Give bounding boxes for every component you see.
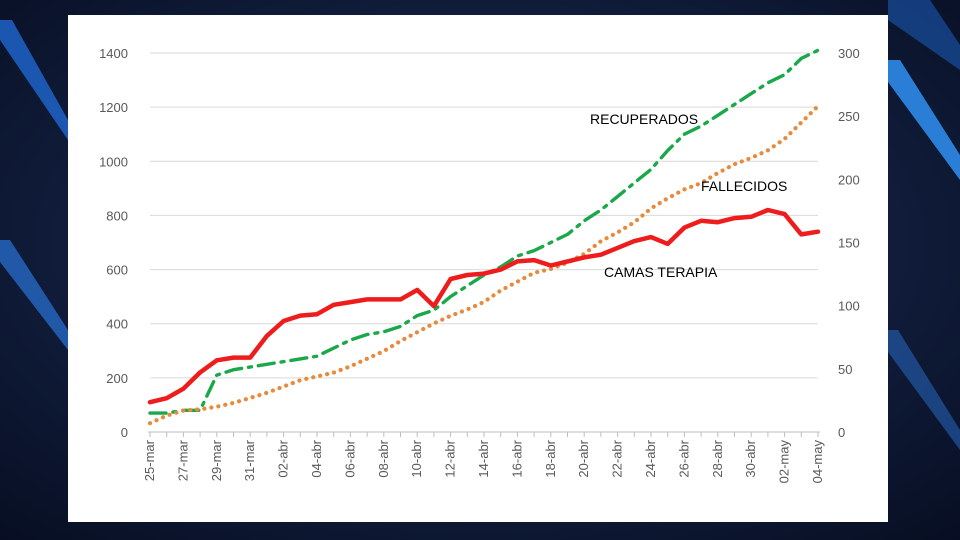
x-tick-label: 30-abr — [743, 439, 758, 477]
x-tick-label: 22-abr — [610, 439, 625, 477]
x-tick-label: 04-abr — [309, 439, 324, 477]
y-left-tick-label: 600 — [106, 263, 128, 278]
series-label-camas-terapia: CAMAS TERAPIA — [604, 264, 718, 280]
x-tick-label: 10-abr — [409, 439, 424, 477]
x-tick-label: 26-abr — [676, 439, 691, 477]
x-axis-ticks: 25-mar 27-mar 29-mar 31-mar 02-abr 04-abr 06-a… — [142, 439, 825, 483]
y-left-tick-label: 800 — [106, 208, 128, 223]
series-labels: RECUPERADOS FALLECIDOS CAMAS TERAPIA — [590, 111, 787, 280]
bg-right-stripe — [888, 60, 960, 180]
bg-left-stripe — [0, 20, 68, 140]
bg-right-stripe-3 — [888, 330, 960, 450]
series-label-fallecidos: FALLECIDOS — [701, 178, 787, 194]
x-tick-label: 08-abr — [376, 439, 391, 477]
bg-right-stripe-2 — [888, 0, 960, 70]
series-label-recuperados: RECUPERADOS — [590, 111, 698, 127]
x-tick-label: 16-abr — [509, 439, 524, 477]
y-left-tick-label: 0 — [121, 425, 128, 440]
x-tick-label: 04-may — [810, 440, 825, 484]
series-lines — [147, 48, 821, 426]
y-right-tick-label: 50 — [838, 362, 852, 377]
y-right-tick-label: 200 — [838, 172, 860, 187]
x-tick-label: 02-abr — [276, 439, 291, 477]
y-left-tick-label: 1000 — [99, 154, 128, 169]
series-fallecidos-line — [147, 103, 821, 426]
gridlines — [150, 52, 818, 379]
chart-panel: 0 200 400 600 800 1000 1200 1400 0 50 100 150 200 25… — [68, 15, 888, 522]
y-left-tick-label: 1200 — [99, 100, 128, 115]
x-tick-label: 14-abr — [476, 439, 491, 477]
line-chart: 0 200 400 600 800 1000 1200 1400 0 50 100 150 200 25… — [99, 46, 860, 483]
y-left-tick-label: 200 — [106, 371, 128, 386]
y-right-tick-label: 100 — [838, 299, 860, 314]
right-axis-ticks: 0 50 100 150 200 250 300 — [838, 46, 860, 440]
x-tick-label: 06-abr — [342, 439, 357, 477]
x-tick-label: 29-mar — [209, 439, 224, 481]
x-tick-label: 24-abr — [643, 439, 658, 477]
x-tick-label: 12-abr — [443, 439, 458, 477]
x-tick-label: 20-abr — [576, 439, 591, 477]
series-camas-terapia-line — [147, 207, 821, 405]
axes — [148, 431, 820, 437]
x-tick-label: 18-abr — [543, 439, 558, 477]
x-tick-label: 28-abr — [710, 439, 725, 477]
x-tick-label: 02-may — [777, 440, 792, 484]
left-axis-ticks: 0 200 400 600 800 1000 1200 1400 — [99, 46, 128, 440]
y-left-tick-label: 400 — [106, 317, 128, 332]
x-tick-label: 27-mar — [175, 439, 190, 481]
y-right-tick-label: 150 — [838, 236, 860, 251]
y-right-tick-label: 300 — [838, 46, 860, 61]
y-right-tick-label: 0 — [838, 425, 845, 440]
bg-left-stripe-2 — [0, 240, 68, 350]
x-tick-label: 31-mar — [242, 439, 257, 481]
y-left-tick-label: 1400 — [99, 46, 128, 61]
x-tick-label: 25-mar — [142, 439, 157, 481]
y-right-tick-label: 250 — [838, 109, 860, 124]
